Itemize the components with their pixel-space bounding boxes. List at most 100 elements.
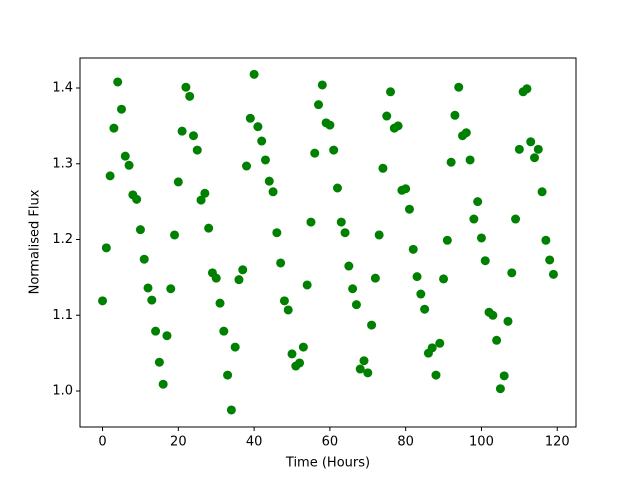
point [204,223,214,233]
point [257,136,267,146]
point [135,225,145,235]
point [124,160,134,170]
point [332,183,342,193]
point [276,258,286,268]
point [264,176,274,186]
point [253,122,263,132]
point [530,153,540,163]
point [105,171,115,181]
point [272,228,282,238]
point [295,358,305,368]
point [382,111,392,121]
point [461,128,471,138]
point [192,145,202,155]
point [503,316,513,326]
point [143,283,153,293]
point [147,295,157,305]
point [116,104,126,114]
point [533,144,543,154]
point [488,310,498,320]
point [378,163,388,173]
y-tick-label: 1.3 [52,156,73,171]
x-tick-label: 100 [469,435,494,450]
point [355,364,365,374]
point [188,131,198,141]
point [260,155,270,165]
point [404,204,414,214]
point [412,272,422,282]
x-tick-label: 80 [397,435,414,450]
point [446,157,456,167]
point [238,265,248,275]
point [336,217,346,227]
point [537,187,547,197]
y-tick-label: 1.2 [52,232,73,247]
point [431,370,441,380]
x-tick-label: 60 [322,435,339,450]
point [370,273,380,283]
point [499,371,509,381]
y-tick-label: 1.4 [52,80,73,95]
point [526,137,536,147]
point [283,305,293,315]
point [230,342,240,352]
point [279,296,289,306]
point [162,331,172,341]
point [249,69,259,79]
point [181,82,191,92]
point [351,300,361,310]
point [427,343,437,353]
point [120,151,130,161]
point [439,274,449,284]
point [480,256,490,266]
plot-frame [79,57,577,428]
point [507,268,517,278]
point [200,188,210,198]
point [340,228,350,238]
point [408,244,418,254]
point [170,230,180,240]
y-tick-label: 1.0 [52,384,73,399]
point [469,214,479,224]
point [435,338,445,348]
point [363,368,373,378]
point [420,304,430,314]
point [401,184,411,194]
point [242,161,252,171]
point [268,187,278,197]
point [511,214,521,224]
point [185,91,195,101]
point [151,326,161,336]
point [215,298,225,308]
x-axis-label: Time (Hours) [285,456,370,471]
point [476,233,486,243]
point [492,335,502,345]
point [306,217,316,227]
point [177,126,187,136]
point [454,82,464,92]
point [132,194,142,204]
point [548,269,558,279]
point [416,289,426,299]
point [348,284,358,294]
x-tick-label: 0 [98,435,106,450]
point [223,370,233,380]
point [298,342,308,352]
point [522,84,532,94]
point [302,280,312,290]
point [314,100,324,110]
x-tick-label: 20 [170,435,187,450]
point [514,144,524,154]
point [541,235,551,245]
point [173,177,183,187]
point [367,320,377,330]
point [113,77,123,87]
y-tick-label: 1.1 [52,308,73,323]
point [101,243,111,253]
point [196,195,206,205]
point [245,113,255,123]
x-tick-label: 40 [246,435,263,450]
point [325,120,335,130]
point [158,379,168,389]
